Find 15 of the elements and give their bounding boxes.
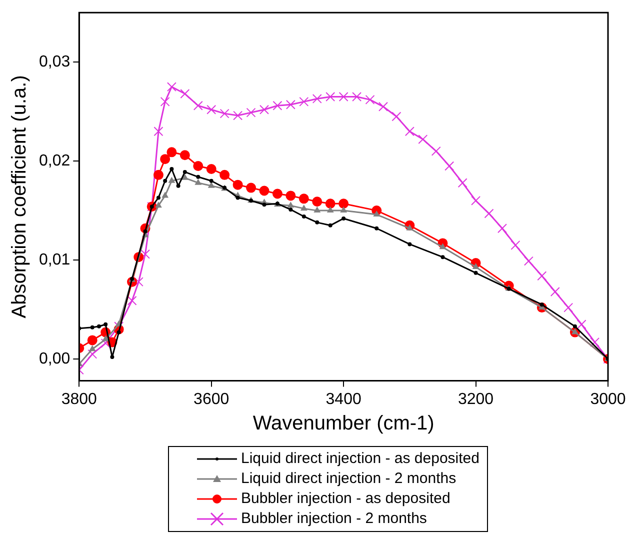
legend-label: Bubbler injection - 2 months bbox=[241, 509, 427, 529]
y-tick-label: 0,03 bbox=[39, 53, 70, 70]
x-tick-label: 3400 bbox=[326, 390, 362, 408]
x-axis-title: Wavenumber (cm-1) bbox=[252, 412, 434, 435]
y-tick-label: 0,01 bbox=[39, 251, 70, 268]
legend-label: Liquid direct injection - as deposited bbox=[241, 449, 480, 469]
x-tick-label: 3600 bbox=[194, 390, 230, 408]
legend-label: Liquid direct injection - 2 months bbox=[241, 469, 456, 489]
x-tick-label: 3800 bbox=[61, 390, 98, 408]
y-tick-label: 0,00 bbox=[39, 350, 70, 368]
x-tick-label: 3200 bbox=[458, 390, 494, 408]
y-axis-title: Absorption coefficient (u.a.) bbox=[8, 75, 31, 318]
y-tick-label: 0,02 bbox=[39, 152, 70, 170]
legend-label: Bubbler injection - as deposited bbox=[241, 489, 450, 509]
x-tick-label: 3000 bbox=[590, 390, 626, 408]
